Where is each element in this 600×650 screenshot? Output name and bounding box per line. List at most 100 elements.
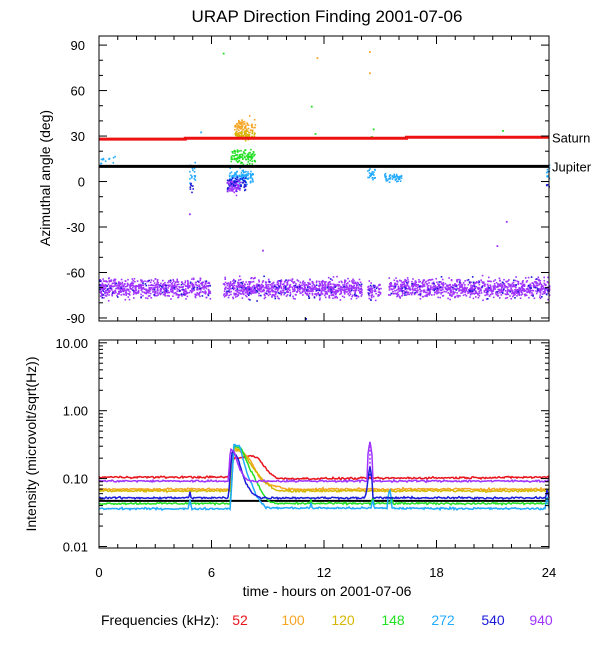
data-point bbox=[335, 296, 338, 298]
data-point bbox=[200, 131, 203, 134]
data-point bbox=[356, 284, 358, 287]
data-point bbox=[357, 296, 360, 298]
data-point bbox=[238, 182, 241, 185]
data-point bbox=[333, 291, 336, 294]
time-axis: 0 6 12 18 24 bbox=[95, 565, 556, 580]
data-point bbox=[498, 283, 500, 286]
data-point bbox=[261, 283, 263, 286]
data-point bbox=[308, 286, 311, 289]
data-point bbox=[416, 291, 419, 294]
data-point bbox=[237, 281, 239, 284]
data-point bbox=[140, 289, 143, 292]
data-point bbox=[245, 132, 247, 135]
data-point bbox=[458, 290, 460, 292]
data-point bbox=[231, 287, 234, 290]
data-point bbox=[104, 284, 107, 286]
data-point bbox=[271, 296, 273, 298]
data-point bbox=[503, 278, 505, 281]
data-point bbox=[534, 285, 536, 288]
data-point bbox=[240, 121, 242, 124]
data-point bbox=[148, 287, 150, 289]
data-point bbox=[205, 280, 208, 282]
data-point bbox=[205, 296, 208, 299]
data-point bbox=[142, 294, 144, 297]
data-point bbox=[297, 280, 300, 282]
data-point bbox=[276, 281, 279, 284]
data-point bbox=[237, 284, 240, 286]
data-point bbox=[294, 298, 296, 300]
data-point bbox=[160, 282, 162, 285]
data-point bbox=[450, 279, 453, 282]
data-point bbox=[231, 151, 233, 153]
data-point bbox=[314, 286, 317, 288]
azimuth-ylabel: Azimuthal angle (deg) bbox=[37, 110, 53, 246]
data-point bbox=[497, 288, 500, 291]
data-point bbox=[416, 287, 418, 290]
data-point bbox=[470, 287, 473, 289]
data-point bbox=[506, 290, 509, 292]
data-point bbox=[348, 291, 351, 294]
data-point bbox=[471, 291, 473, 293]
data-point bbox=[294, 289, 296, 292]
data-point bbox=[301, 290, 304, 293]
data-point bbox=[242, 290, 244, 293]
data-point bbox=[374, 290, 377, 292]
data-point bbox=[250, 124, 253, 127]
data-point bbox=[324, 285, 326, 288]
data-point bbox=[410, 293, 413, 296]
data-point bbox=[241, 126, 243, 129]
data-point bbox=[153, 289, 156, 291]
data-point bbox=[458, 283, 460, 286]
data-point bbox=[546, 168, 549, 171]
data-point bbox=[443, 290, 446, 293]
data-point bbox=[244, 127, 247, 129]
intensity-series-100khz bbox=[98, 449, 550, 492]
data-point bbox=[176, 290, 179, 292]
data-point bbox=[528, 286, 531, 288]
data-point bbox=[179, 290, 181, 292]
data-point bbox=[536, 282, 539, 285]
data-point bbox=[355, 283, 358, 285]
data-point bbox=[103, 297, 105, 299]
data-point bbox=[439, 286, 442, 288]
data-point bbox=[276, 295, 279, 298]
data-point bbox=[305, 317, 308, 320]
data-point bbox=[268, 281, 271, 283]
data-point bbox=[102, 158, 105, 161]
data-point bbox=[234, 296, 237, 298]
data-point bbox=[488, 295, 491, 297]
data-point bbox=[162, 285, 165, 287]
data-point bbox=[492, 296, 495, 299]
data-point bbox=[190, 182, 192, 185]
data-point bbox=[126, 284, 129, 286]
data-point bbox=[114, 282, 117, 284]
data-point bbox=[546, 175, 549, 177]
data-point bbox=[432, 282, 434, 285]
data-point bbox=[119, 283, 122, 285]
data-point bbox=[155, 286, 157, 288]
data-point bbox=[353, 285, 355, 287]
data-point bbox=[236, 295, 239, 298]
data-point bbox=[490, 280, 492, 283]
data-point bbox=[417, 289, 419, 292]
data-point bbox=[427, 292, 430, 294]
data-point bbox=[347, 293, 349, 295]
data-point bbox=[237, 185, 239, 187]
data-point bbox=[464, 291, 466, 293]
data-point bbox=[275, 287, 277, 289]
data-point bbox=[164, 291, 166, 294]
data-point bbox=[373, 174, 375, 176]
data-point bbox=[156, 280, 159, 283]
data-point bbox=[462, 294, 465, 297]
data-point bbox=[262, 290, 264, 293]
data-point bbox=[514, 291, 516, 293]
data-point bbox=[246, 135, 249, 138]
data-point bbox=[347, 277, 349, 280]
x-tick-label: 24 bbox=[542, 565, 556, 580]
data-point bbox=[477, 286, 480, 289]
data-point bbox=[348, 284, 351, 286]
data-point bbox=[171, 284, 174, 286]
data-point bbox=[173, 287, 176, 289]
data-point bbox=[164, 292, 166, 295]
data-point bbox=[532, 282, 535, 285]
